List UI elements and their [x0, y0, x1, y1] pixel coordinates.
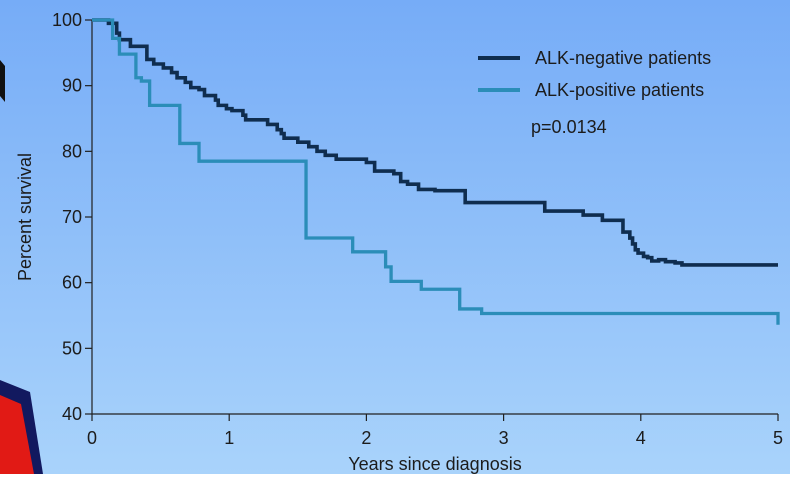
- corner-ribbon-red: [0, 395, 34, 474]
- x-tick-label: 5: [773, 428, 783, 448]
- decor-layer: [0, 60, 43, 474]
- y-tick-label: 100: [52, 10, 82, 30]
- x-tick-label: 3: [499, 428, 509, 448]
- annotation-layer: p=0.0134: [531, 117, 607, 137]
- x-tick-label: 1: [224, 428, 234, 448]
- left-edge-mark: [0, 60, 5, 102]
- y-tick-label: 50: [62, 338, 82, 358]
- y-tick-label: 40: [62, 404, 82, 424]
- legend-layer: ALK-negative patients ALK-positive patien…: [478, 48, 711, 100]
- series-line-alk-negative: [92, 18, 778, 267]
- p-value-label: p=0.0134: [531, 117, 607, 137]
- x-axis-label: Years since diagnosis: [348, 454, 521, 474]
- y-axis-label: Percent survival: [15, 153, 35, 281]
- x-tick-label: 4: [636, 428, 646, 448]
- y-tick-label: 60: [62, 273, 82, 293]
- y-tick-label: 80: [62, 141, 82, 161]
- x-tick-label: 2: [361, 428, 371, 448]
- x-tick-label: 0: [87, 428, 97, 448]
- series-line-alk-positive: [92, 18, 780, 325]
- axis-layer: 40 50 60 70 80 90 100 0 1 2 3 4 5 Years since diagnos…: [15, 10, 783, 474]
- y-tick-label: 70: [62, 207, 82, 227]
- series-layer: [92, 18, 780, 325]
- legend-label: ALK-negative patients: [535, 48, 711, 68]
- y-tick-label: 90: [62, 76, 82, 96]
- legend-label: ALK-positive patients: [535, 80, 704, 100]
